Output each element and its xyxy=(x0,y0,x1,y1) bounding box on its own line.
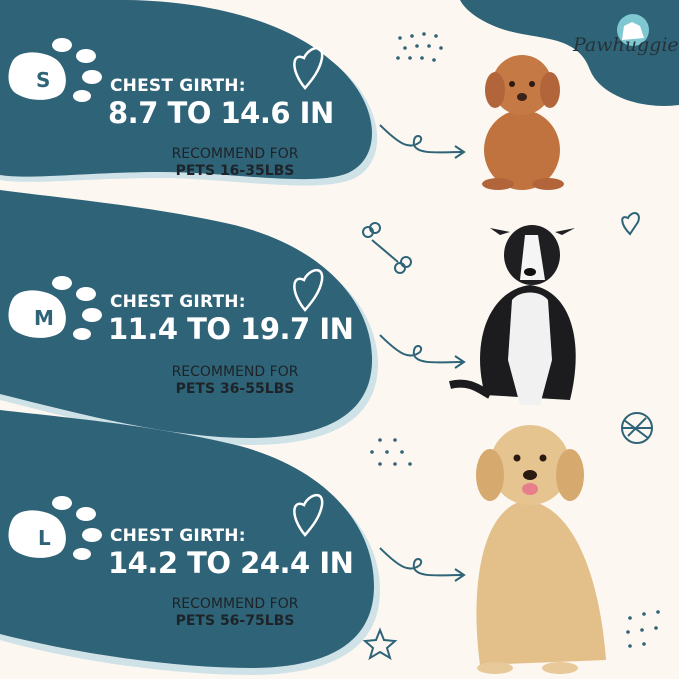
arrow-icon xyxy=(379,124,466,582)
weight-range: PETS 36-55LBS xyxy=(175,381,295,397)
size-letter-l: L xyxy=(38,526,51,550)
recommend-label: RECOMMEND FOR xyxy=(171,364,299,380)
border-collie-photo xyxy=(449,225,576,405)
recommendation: RECOMMEND FOR PETS 56-75LBS xyxy=(140,596,330,630)
recommend-label: RECOMMEND FOR xyxy=(171,146,299,162)
weight-range: PETS 16-35LBS xyxy=(175,163,295,179)
paw-icon xyxy=(8,496,102,560)
golden-retriever-photo xyxy=(476,425,606,674)
heart-icon xyxy=(293,47,324,537)
chest-girth-range: 8.7 TO 14.6 IN xyxy=(108,96,334,130)
chest-girth-range: 14.2 TO 24.4 IN xyxy=(108,546,354,580)
poodle-photo xyxy=(482,55,564,190)
recommendation: RECOMMEND FOR PETS 36-55LBS xyxy=(140,364,330,398)
dots-icon xyxy=(370,32,660,648)
recommend-label: RECOMMEND FOR xyxy=(171,596,299,612)
brand-name: Pawhuggies xyxy=(573,34,679,56)
star-icon xyxy=(362,627,398,661)
heart-icon xyxy=(621,212,640,236)
size-letter-s: S xyxy=(36,68,51,92)
bone-icon xyxy=(362,222,412,274)
paw-icon xyxy=(8,276,102,340)
weight-range: PETS 56-75LBS xyxy=(175,613,295,629)
yarn-ball-icon xyxy=(621,412,653,444)
chest-girth-label: CHEST GIRTH: xyxy=(110,76,246,96)
size-letter-m: M xyxy=(34,306,54,330)
recommendation: RECOMMEND FOR PETS 16-35LBS xyxy=(140,146,330,180)
chest-girth-range: 11.4 TO 19.7 IN xyxy=(108,312,354,346)
chest-girth-label: CHEST GIRTH: xyxy=(110,292,246,312)
chest-girth-label: CHEST GIRTH: xyxy=(110,526,246,546)
brand-logo xyxy=(617,14,649,46)
paw-icon xyxy=(8,38,102,102)
